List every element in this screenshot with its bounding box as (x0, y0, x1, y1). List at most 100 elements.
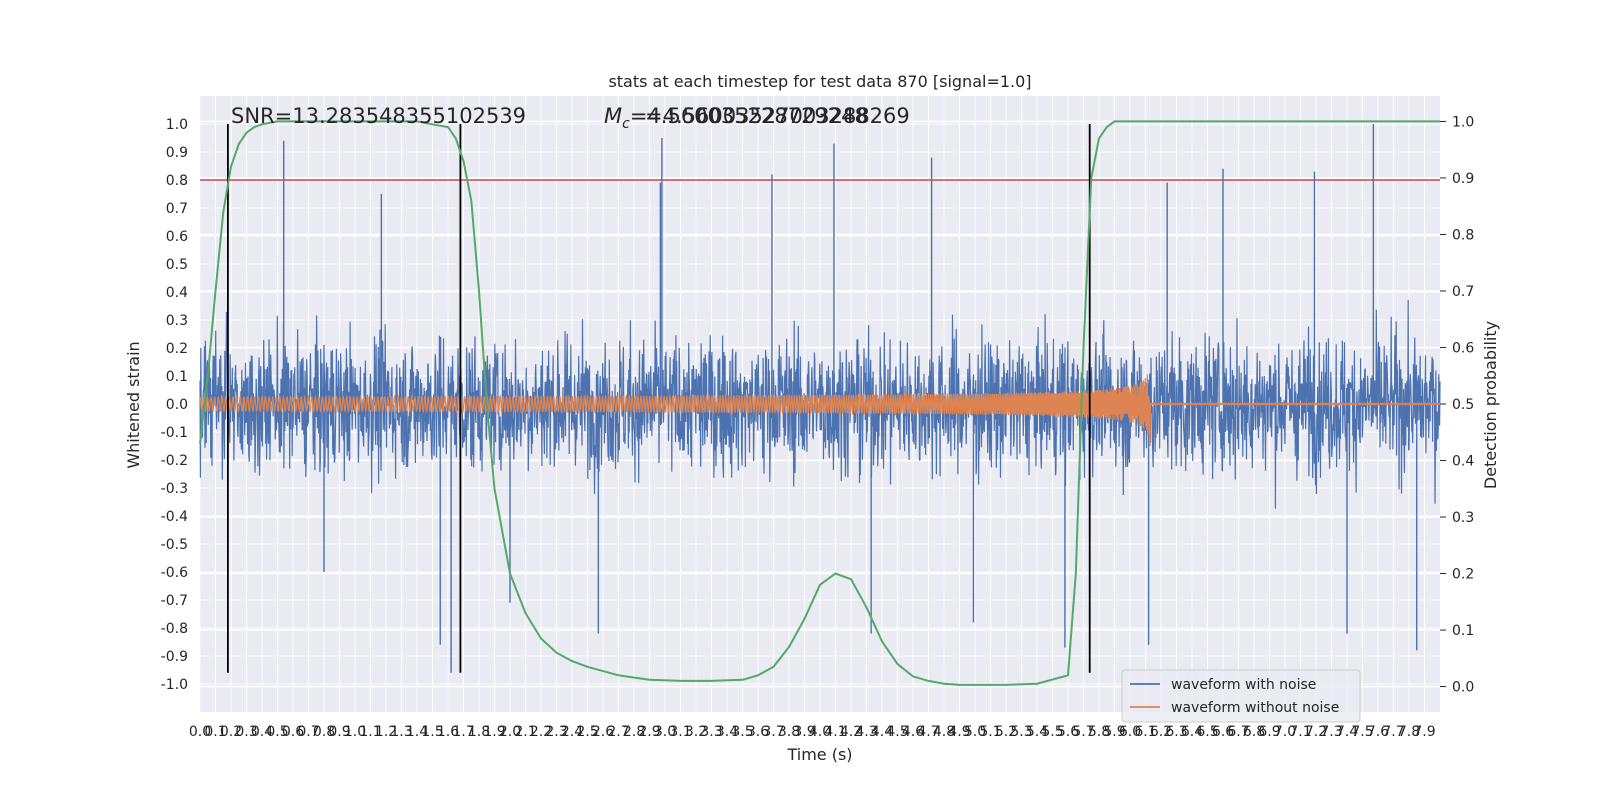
y-tick-label-right: 0.2 (1452, 567, 1474, 583)
y-tick-label-right: 0.1 (1452, 623, 1474, 639)
x-tick-label: 5.0 (964, 724, 986, 740)
x-tick-label: 4.5 (886, 724, 908, 740)
y-tick-label-right: 0.6 (1452, 340, 1474, 356)
x-tick-label: 3.8 (778, 724, 800, 740)
x-tick-label: 1.1 (359, 724, 381, 740)
x-tick-label: 6.5 (1196, 724, 1218, 740)
x-tick-label: 4.1 (824, 724, 846, 740)
x-tick-label: 0.0 (189, 724, 211, 740)
y-tick-label-left: 0.6 (166, 229, 188, 245)
x-tick-label: 6.1 (1134, 724, 1156, 740)
y-axis-label: Whitened strain (124, 341, 143, 468)
series-detection-probability (199, 120, 1440, 686)
y-tick-label-left: -0.2 (161, 453, 188, 469)
x-tick-label: 1.5 (421, 724, 443, 740)
mc-annotation-overlap: =4.56003527003288269 (645, 104, 910, 128)
x-tick-label: 7.1 (1289, 724, 1311, 740)
x-ticks: 0.00.10.20.30.40.50.60.70.80.91.01.11.21… (189, 724, 1436, 740)
snr-annotation: SNR=13.283548355102539 (231, 104, 526, 128)
y-tick-label-left: -0.4 (161, 509, 188, 525)
x-tick-label: 2.2 (530, 724, 552, 740)
y-tick-label-right: 0.8 (1452, 227, 1474, 243)
y-tick-label-left: 0.4 (166, 285, 188, 301)
x-tick-label: 6.2 (1150, 724, 1172, 740)
x-tick-label: 7.6 (1367, 724, 1389, 740)
y-axis-label-right: Detection probability (1481, 321, 1500, 489)
legend: waveform with noise waveform without noi… (1121, 669, 1361, 723)
x-tick-label: 3.9 (793, 724, 815, 740)
x-tick-label: 7.4 (1336, 724, 1358, 740)
x-tick-label: 6.4 (1181, 724, 1203, 740)
y-tick-label-right: 0.0 (1452, 680, 1474, 696)
series-layer (199, 120, 1441, 686)
x-tick-label: 3.1 (669, 724, 691, 740)
x-tick-label: 3.5 (731, 724, 753, 740)
x-tick-label: 5.4 (1026, 724, 1048, 740)
x-tick-label: 7.0 (1274, 724, 1296, 740)
y-tick-label-right: 1.0 (1452, 114, 1474, 130)
x-tick-label: 2.0 (499, 724, 521, 740)
x-tick-label: 1.0 (344, 724, 366, 740)
x-tick-label: 6.3 (1165, 724, 1187, 740)
x-tick-label: 4.9 (948, 724, 970, 740)
x-tick-label: 1.7 (452, 724, 474, 740)
x-tick-label: 0.6 (282, 724, 304, 740)
y-tick-label-right: 0.4 (1452, 454, 1474, 470)
x-tick-label: 2.8 (623, 724, 645, 740)
y-tick-label-left: -0.3 (161, 481, 188, 497)
x-tick-label: 6.0 (1119, 724, 1141, 740)
y-tick-label-left: -0.9 (161, 649, 188, 665)
x-tick-label: 4.8 (933, 724, 955, 740)
x-tick-label: 0.5 (266, 724, 288, 740)
x-tick-label: 2.5 (576, 724, 598, 740)
y-tick-label-left: -0.1 (161, 425, 188, 441)
series-waveform-without-noise (199, 374, 1441, 446)
x-tick-label: 2.4 (561, 724, 583, 740)
legend-label-clean: waveform without noise (1171, 700, 1339, 716)
x-tick-label: 1.9 (483, 724, 505, 740)
x-tick-label: 5.1 (979, 724, 1001, 740)
y-tick-label-left: -0.7 (161, 593, 188, 609)
y-tick-label-right: 0.9 (1452, 171, 1474, 187)
x-tick-label: 4.3 (855, 724, 877, 740)
x-tick-label: 5.5 (1041, 724, 1063, 740)
y-tick-label-left: -1.0 (161, 677, 188, 693)
chart-title: stats at each timestep for test data 870… (608, 72, 1031, 91)
x-tick-label: 2.1 (514, 724, 536, 740)
x-tick-label: 1.3 (390, 724, 412, 740)
x-tick-label: 2.9 (638, 724, 660, 740)
y-tick-label-left: 0.1 (166, 369, 188, 385)
x-tick-label: 5.3 (1010, 724, 1032, 740)
y-tick-label-left: 0.8 (166, 173, 188, 189)
x-tick-label: 7.7 (1382, 724, 1404, 740)
x-tick-label: 2.3 (545, 724, 567, 740)
x-tick-label: 7.2 (1305, 724, 1327, 740)
x-tick-label: 0.4 (251, 724, 273, 740)
y-tick-label-left: 0.9 (166, 145, 188, 161)
y-tick-label-right: 0.5 (1452, 397, 1474, 413)
x-tick-label: 7.9 (1413, 724, 1435, 740)
y-tick-label-left: 0.7 (166, 201, 188, 217)
x-tick-label: 3.7 (762, 724, 784, 740)
x-tick-label: 6.7 (1227, 724, 1249, 740)
x-tick-label: 1.6 (437, 724, 459, 740)
x-tick-label: 6.6 (1212, 724, 1234, 740)
y-tick-label-left: -0.5 (161, 537, 188, 553)
x-tick-label: 6.9 (1258, 724, 1280, 740)
legend-box (1121, 669, 1361, 723)
y-tick-label-left: 0.0 (166, 397, 188, 413)
x-tick-label: 2.6 (592, 724, 614, 740)
x-tick-label: 5.2 (995, 724, 1017, 740)
y-tick-label-left: -0.6 (161, 565, 188, 581)
x-tick-label: 7.3 (1320, 724, 1342, 740)
x-tick-label: 5.8 (1088, 724, 1110, 740)
x-tick-label: 5.9 (1103, 724, 1125, 740)
y-tick-label-left: 0.5 (166, 257, 188, 273)
y-tick-label-right: 0.7 (1452, 284, 1474, 300)
x-tick-label: 3.2 (685, 724, 707, 740)
x-tick-label: 4.2 (840, 724, 862, 740)
x-tick-label: 1.8 (468, 724, 490, 740)
y-tick-label-left: -0.8 (161, 621, 188, 637)
x-tick-label: 7.5 (1351, 724, 1373, 740)
